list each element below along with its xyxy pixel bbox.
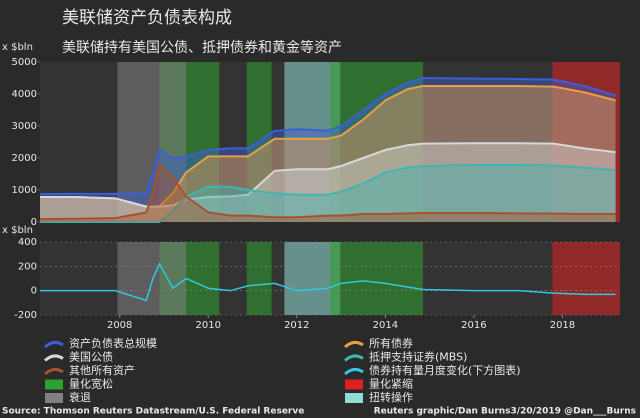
y-axis-label: x $bln xyxy=(2,225,33,236)
legend-swatch xyxy=(344,367,364,376)
legend-label: 衰退 xyxy=(69,390,91,404)
chart-title: 美联储资产负债表构成 xyxy=(62,8,232,28)
y-tick-label: 3000 xyxy=(12,121,37,132)
legend-swatch xyxy=(345,379,363,390)
legend-label: 其他所有资产 xyxy=(69,363,135,377)
x-tick-label: 2012 xyxy=(284,320,309,331)
y-tick-label: 0 xyxy=(31,217,37,228)
area xyxy=(40,78,616,222)
legend-swatch xyxy=(44,367,64,376)
y-tick-label: 2000 xyxy=(12,153,37,164)
area xyxy=(40,165,616,222)
area xyxy=(40,143,616,222)
y-tick-label: 5000 xyxy=(12,57,37,68)
legend-label: 量化宽松 xyxy=(69,377,113,391)
legend-label: 所有债券 xyxy=(369,336,413,350)
legend-swatch xyxy=(44,354,64,362)
y-tick-label: 0 xyxy=(31,286,37,297)
x-tick-label: 2014 xyxy=(373,320,398,331)
shaded-region xyxy=(330,242,423,315)
legend-label: 扭转操作 xyxy=(369,390,413,404)
legend-swatch xyxy=(344,340,364,349)
shaded-region xyxy=(117,242,187,315)
legend-label: 抵押支持证券(MBS) xyxy=(369,350,467,364)
area xyxy=(40,164,616,222)
x-tick-label: 2016 xyxy=(461,320,486,331)
legend-label: 量化紧缩 xyxy=(369,377,413,391)
legend-swatch xyxy=(45,393,63,403)
y-tick-label: 1000 xyxy=(12,185,37,196)
x-tick-label: 2010 xyxy=(196,320,221,331)
legend-swatch xyxy=(44,340,64,349)
credit: Reuters graphic/Dan Burns3/20/2019 @Dan_… xyxy=(374,407,636,417)
y-axis-label: x $bln xyxy=(2,42,33,53)
legend-swatch xyxy=(344,354,364,362)
legend-swatch xyxy=(345,393,363,403)
line xyxy=(39,162,616,221)
legend-swatch xyxy=(45,379,63,390)
chart-subtitle: 美联储持有美国公债、抵押债券和黄金等资产 xyxy=(62,39,342,56)
x-tick-label: 2008 xyxy=(107,320,132,331)
line xyxy=(40,142,616,208)
shaded-region xyxy=(552,242,620,315)
x-tick-label: 2018 xyxy=(550,320,575,331)
line xyxy=(40,164,616,223)
area xyxy=(40,86,616,222)
shaded-region xyxy=(246,242,272,315)
line xyxy=(40,262,616,302)
legend-label: 资产负债表总规模 xyxy=(69,336,157,350)
legend-label: 债券持有量月度变化(下方图表) xyxy=(369,363,521,377)
y-tick-label: 4000 xyxy=(12,89,37,100)
line xyxy=(39,76,616,196)
y-tick-label: 200 xyxy=(18,261,37,272)
legend-label: 美国公债 xyxy=(69,350,113,364)
y-tick-label: 400 xyxy=(18,237,37,248)
source: Source: Thomson Reuters Datastream/U.S. … xyxy=(2,407,304,417)
y-tick-label: -200 xyxy=(14,310,37,321)
